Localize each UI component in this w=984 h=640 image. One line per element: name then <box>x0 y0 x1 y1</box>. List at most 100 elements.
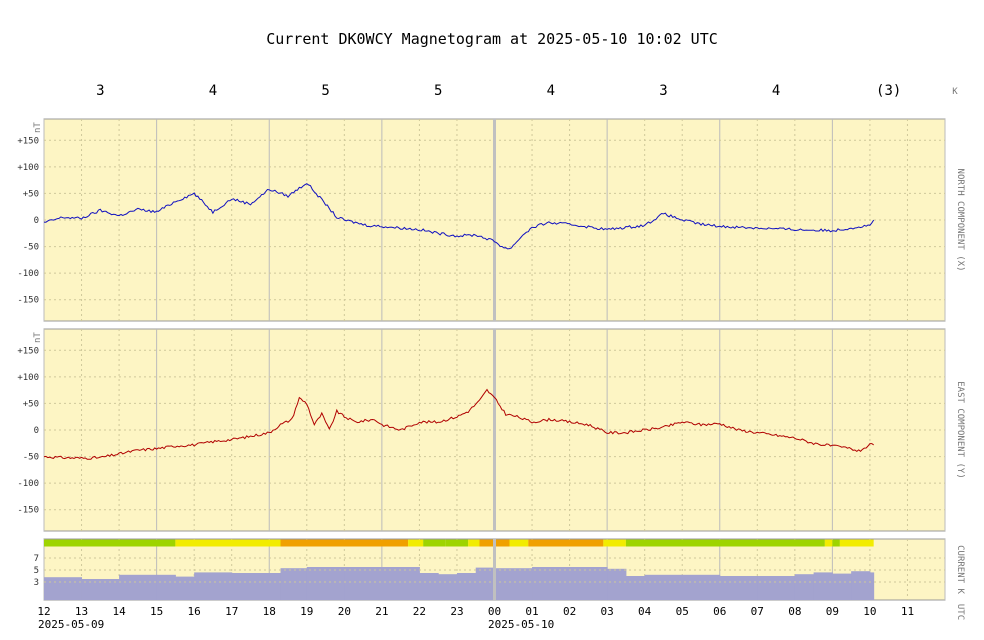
k-bar <box>475 567 495 600</box>
k-bar <box>494 568 533 600</box>
east-now-marker <box>493 329 496 531</box>
east-ytick: +100 <box>17 373 39 383</box>
k-bar <box>832 573 852 600</box>
east-ytick: +50 <box>23 399 39 409</box>
k-bar <box>231 573 270 600</box>
x-tick-label: 05 <box>676 605 689 618</box>
x-tick-label: 21 <box>375 605 388 618</box>
k-bar <box>569 567 608 600</box>
k-color-strip-segment <box>528 539 604 547</box>
k-ytick: 3 <box>34 578 39 588</box>
x-tick-label: 23 <box>450 605 463 618</box>
x-tick-label: 10 <box>863 605 876 618</box>
k-bar <box>419 573 439 600</box>
k-color-strip-segment <box>509 539 529 547</box>
east-ytick: 0 <box>34 426 39 436</box>
x-tick-label: 22 <box>413 605 426 618</box>
k-index-value: 3 <box>96 83 104 99</box>
k-bar <box>813 572 833 600</box>
east-ytick: -100 <box>17 479 39 489</box>
k-bar <box>306 567 345 600</box>
x-tick-label: 15 <box>150 605 163 618</box>
k-bar <box>44 577 83 600</box>
k-color-strip-segment <box>280 539 409 547</box>
k-index-value: 4 <box>547 83 555 99</box>
x-tick-label: 08 <box>788 605 801 618</box>
k-index-value: 4 <box>772 83 780 99</box>
x-tick-label: 04 <box>638 605 652 618</box>
k-bar <box>851 571 871 600</box>
east-side-label: EAST COMPONENT (Y) <box>955 381 965 479</box>
k-index-value: (3) <box>876 83 901 99</box>
x-tick-label: 17 <box>225 605 238 618</box>
k-side-label: CURRENT K <box>955 545 965 594</box>
x-tick-label: 00 <box>488 605 501 618</box>
k-axis-label: K <box>952 87 958 97</box>
x-tick-label: 07 <box>751 605 764 618</box>
x-tick-label: 01 <box>525 605 538 618</box>
x-tick-label: 12 <box>37 605 50 618</box>
k-index-value: 3 <box>659 83 667 99</box>
north-ytick: -50 <box>23 243 39 253</box>
x-tick-label: 09 <box>826 605 839 618</box>
k-color-strip-segment <box>423 539 446 547</box>
north-ytick: +50 <box>23 189 39 199</box>
k-bar <box>757 576 796 600</box>
x-tick-label: 06 <box>713 605 726 618</box>
k-bar <box>344 567 383 600</box>
north-ytick: 0 <box>34 216 39 226</box>
k-bar <box>175 576 195 600</box>
north-ytick: +100 <box>17 163 39 173</box>
x-tick-label: 18 <box>263 605 276 618</box>
k-bar <box>794 574 815 600</box>
north-ytick: +150 <box>17 136 39 146</box>
k-bar <box>625 576 646 600</box>
k-color-strip-segment <box>408 539 424 547</box>
k-bar <box>381 567 420 600</box>
x-tick-label: 13 <box>75 605 88 618</box>
k-bar <box>532 567 571 600</box>
north-ytick: -100 <box>17 269 39 279</box>
x-tick-label: 19 <box>300 605 313 618</box>
north-now-marker <box>493 119 496 321</box>
x-tick-label: 20 <box>338 605 351 618</box>
east-ytick: -50 <box>23 453 39 463</box>
k-color-strip-segment <box>603 539 626 547</box>
k-now-marker <box>493 539 496 600</box>
date-label-left: 2025-05-09 <box>38 618 104 631</box>
north-side-label: NORTH COMPONENT (X) <box>955 169 965 272</box>
east-series-line <box>43 388 874 460</box>
north-unit: nT <box>33 122 43 133</box>
north-ytick: -150 <box>17 296 39 306</box>
x-tick-label: 03 <box>601 605 614 618</box>
k-bar <box>194 572 233 600</box>
date-label-mid: 2025-05-10 <box>488 618 554 631</box>
x-tick-label: 02 <box>563 605 576 618</box>
utc-side-label: UTC <box>955 604 965 620</box>
east-ytick: +150 <box>17 346 39 356</box>
k-bar <box>869 572 875 600</box>
east-unit: nT <box>33 332 43 343</box>
x-tick-label: 11 <box>901 605 914 618</box>
k-color-strip-segment <box>44 539 176 547</box>
k-bar <box>119 574 158 600</box>
k-color-strip-segment <box>832 539 840 547</box>
k-index-value: 5 <box>434 83 442 99</box>
k-bar <box>81 579 120 600</box>
x-tick-label: 16 <box>188 605 201 618</box>
east-ytick: -150 <box>17 506 39 516</box>
k-bar <box>280 568 308 600</box>
k-bar <box>438 574 458 600</box>
k-color-strip-segment <box>175 539 281 547</box>
k-index-value: 5 <box>321 83 329 99</box>
k-ytick: 7 <box>34 554 39 564</box>
page-title: Current DK0WCY Magnetogram at 2025-05-10… <box>266 30 718 48</box>
k-bar <box>644 574 683 600</box>
north-series-line <box>43 183 875 250</box>
k-color-strip-segment <box>839 539 874 547</box>
k-bar <box>719 576 758 600</box>
k-bar <box>682 574 721 600</box>
k-color-strip-segment <box>625 539 825 547</box>
k-bar <box>607 568 627 600</box>
